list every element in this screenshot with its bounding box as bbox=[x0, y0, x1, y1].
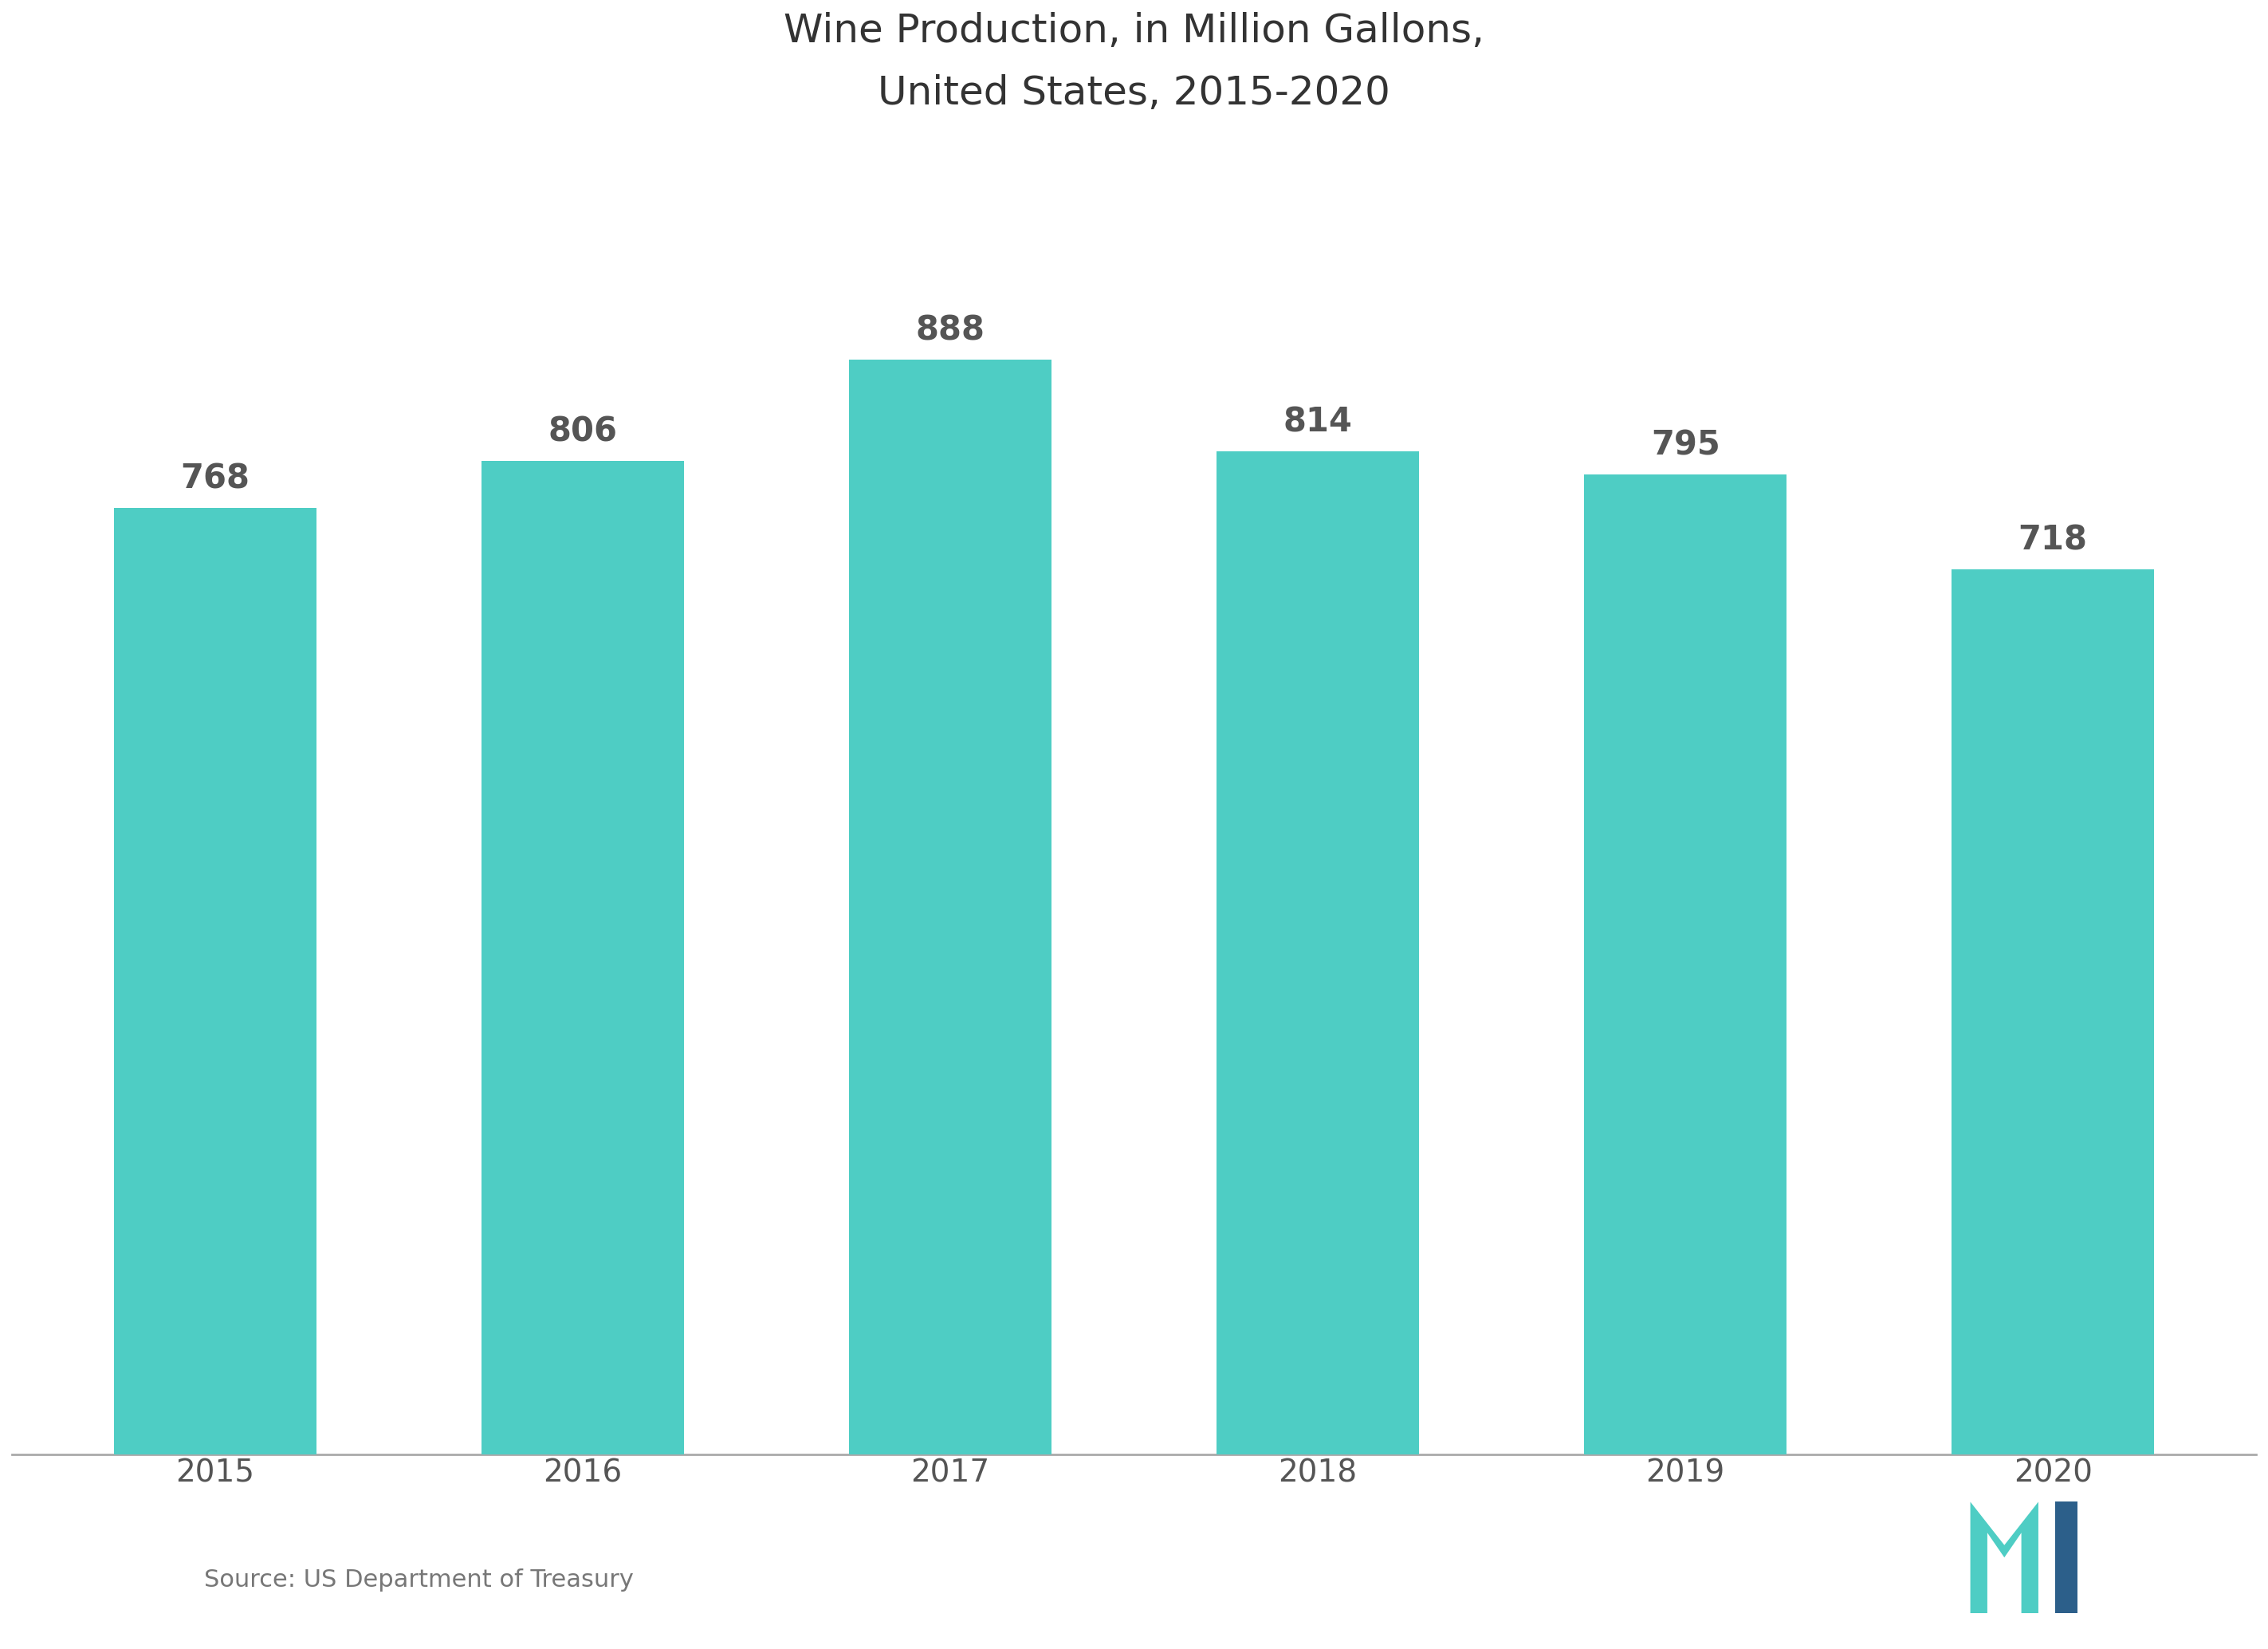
Bar bbox=[848, 359, 1052, 1454]
Text: 806: 806 bbox=[549, 416, 617, 449]
Polygon shape bbox=[2055, 1502, 2077, 1613]
Title: Wine Production, in Million Gallons,
United States, 2015-2020: Wine Production, in Million Gallons, Uni… bbox=[785, 12, 1483, 112]
Text: 814: 814 bbox=[1284, 406, 1352, 439]
Text: 888: 888 bbox=[916, 313, 984, 348]
Bar bbox=[113, 508, 315, 1454]
Text: Source: US Department of Treasury: Source: US Department of Treasury bbox=[204, 1568, 633, 1591]
Text: 768: 768 bbox=[181, 462, 249, 495]
Text: 795: 795 bbox=[1651, 429, 1719, 462]
Polygon shape bbox=[1971, 1502, 2039, 1613]
Bar bbox=[1585, 475, 1787, 1454]
Bar bbox=[481, 462, 683, 1454]
Text: 718: 718 bbox=[2019, 524, 2087, 557]
Bar bbox=[1953, 569, 2155, 1454]
Bar bbox=[1216, 452, 1420, 1454]
